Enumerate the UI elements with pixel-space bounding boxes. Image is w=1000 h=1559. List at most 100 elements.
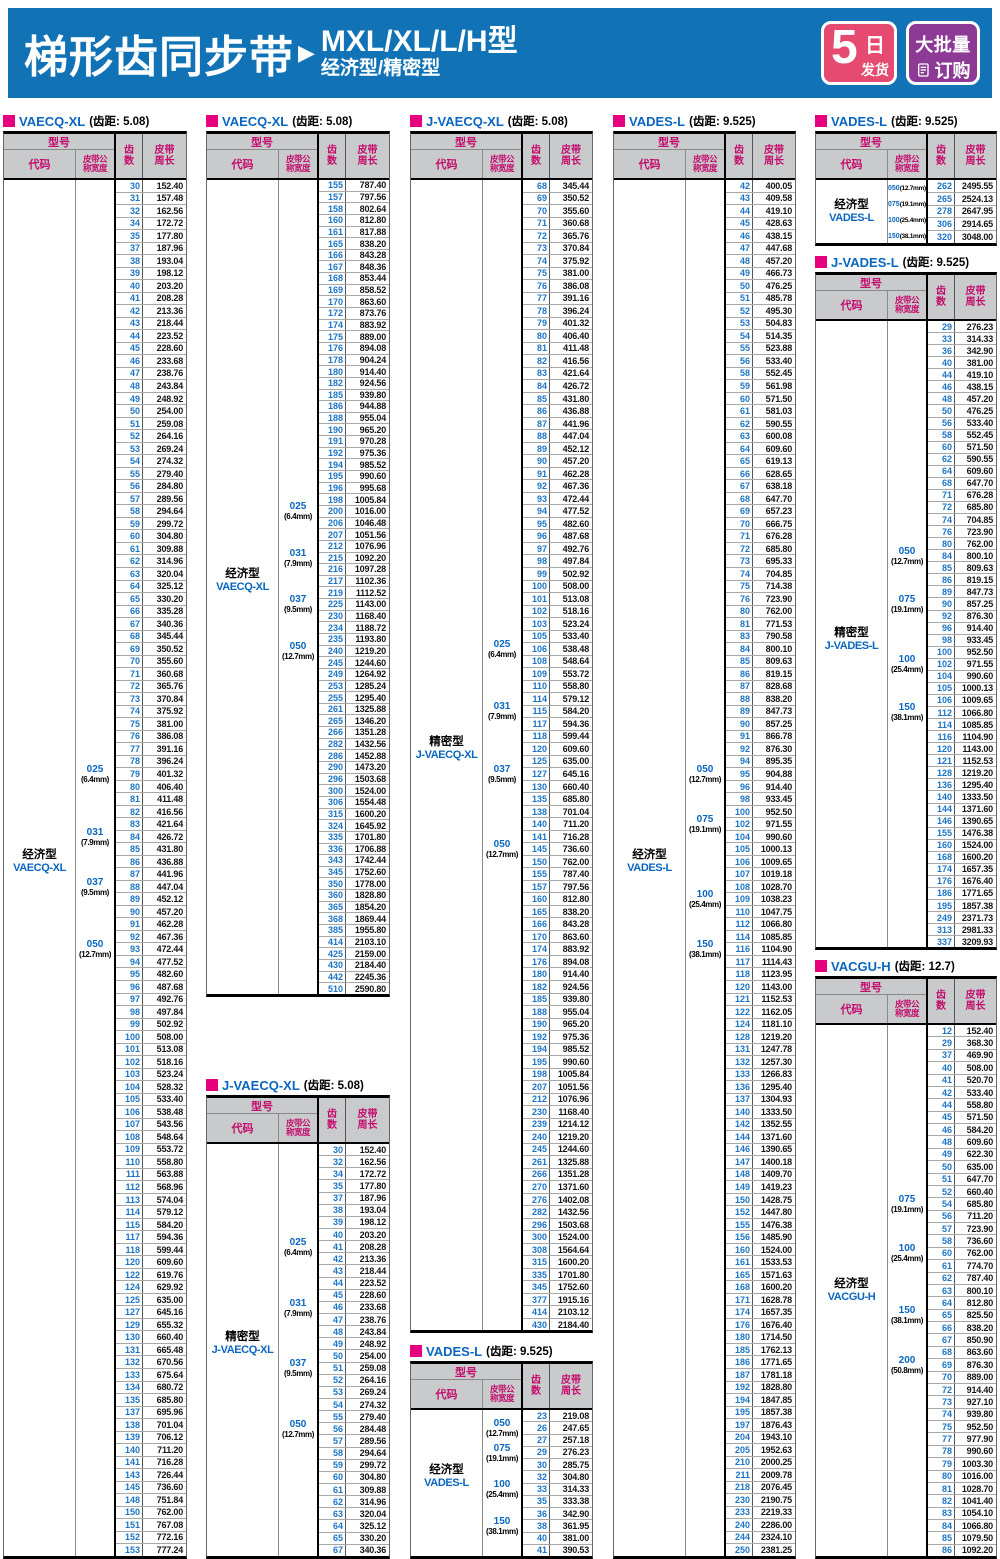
belt-row: 385 1955.80 xyxy=(319,925,389,937)
belt-length: 1092.20 xyxy=(954,1544,996,1557)
belt-row: 38 361.95 xyxy=(523,1520,592,1533)
tooth-count: 86 xyxy=(941,1545,952,1556)
table-box: 型号 代码 皮带公 称宽度齿数皮带 周长 精密型 J-VAECQ-XL 025 (6.4mm) 0… xyxy=(206,1095,390,1559)
family-type-label: 精密型 J-VAECQ-XL xyxy=(411,736,482,762)
belt-row: 86 436.88 xyxy=(523,405,592,418)
belt-length: 1325.88 xyxy=(549,1156,592,1168)
tooth-count: 37 xyxy=(129,243,140,254)
width-spec-label: 025 (6.4mm) xyxy=(279,501,317,521)
tooth-count: 48 xyxy=(941,1137,952,1148)
tooth-count: 240 xyxy=(531,1131,547,1142)
belt-length: 635.00 xyxy=(142,1293,186,1306)
belt-length: 203.20 xyxy=(142,280,186,292)
tooth-count: 32 xyxy=(536,1471,547,1482)
tooth-count: 249 xyxy=(936,912,952,923)
width-code: 050 xyxy=(888,185,900,193)
belt-row: 155 1476.38 xyxy=(928,827,996,840)
belt-length: 1016.00 xyxy=(954,1470,996,1482)
belt-row: 157 797.56 xyxy=(523,880,592,894)
tooth-count: 87 xyxy=(536,418,547,429)
tooth-count: 117 xyxy=(735,956,750,967)
tooth-count: 74 xyxy=(941,514,952,525)
belt-row: 60 571.50 xyxy=(928,441,996,454)
table-pitch: (齿距: 5.08) xyxy=(303,1080,364,1092)
tooth-count: 158 xyxy=(327,203,343,214)
tooth-count: 84 xyxy=(129,831,140,842)
belt-row: 42 533.40 xyxy=(928,1086,996,1100)
belt-row: 92 876.30 xyxy=(928,610,996,623)
belt-length: 599.44 xyxy=(142,1243,186,1256)
tooth-count: 233 xyxy=(734,1507,750,1518)
tooth-count: 71 xyxy=(941,490,952,501)
tooth-count: 155 xyxy=(327,180,343,191)
belt-row: 73 927.10 xyxy=(928,1396,996,1409)
tooth-count: 276 xyxy=(531,1194,547,1205)
tooth-count: 161 xyxy=(327,226,343,237)
spec-table-vacgu_h: VACGU-H (齿距: 12.7) 型号 代码 皮带公 称宽度齿数皮带 周长 经济型 VACG… xyxy=(815,956,997,1559)
belt-length: 1524.00 xyxy=(345,785,389,796)
belt-row: 60 304.80 xyxy=(319,1471,389,1484)
belt-row: 59 299.72 xyxy=(319,1459,389,1472)
belt-length: 1533.53 xyxy=(752,1256,795,1268)
belt-length: 1943.10 xyxy=(752,1431,795,1444)
table-box: 型号 代码 皮带公 称宽度齿数皮带 周长 经济型 VACGU-H 075 (19.1mm) 100… xyxy=(815,976,997,1559)
tooth-count: 96 xyxy=(739,781,750,792)
belt-row: 36 342.90 xyxy=(928,345,996,358)
belt-row: 130 660.40 xyxy=(523,780,592,794)
belt-length: 2103.12 xyxy=(549,1306,592,1318)
belt-row: 78 396.24 xyxy=(523,305,592,318)
belt-length: 817.88 xyxy=(345,226,389,238)
belt-length: 492.76 xyxy=(142,993,186,1006)
belt-length: 247.65 xyxy=(549,1422,592,1434)
belt-length: 800.10 xyxy=(954,550,996,562)
width-code: 050 xyxy=(898,545,916,557)
belt-row: 98 497.84 xyxy=(116,1006,186,1019)
belt-length: 1325.88 xyxy=(345,703,389,715)
width-column: 025 (6.4mm) 031 (7.9mm) 037 (9.5mm) 050 (12.7mm… xyxy=(76,180,114,1556)
tooth-count: 50 xyxy=(332,1350,343,1361)
tooth-count: 215 xyxy=(327,552,343,563)
tooth-count: 53 xyxy=(129,443,140,454)
belt-row: 35 177.80 xyxy=(116,230,186,243)
belt-length: 645.16 xyxy=(142,1306,186,1318)
belt-row: 151 767.08 xyxy=(116,1519,186,1532)
section-marker-icon xyxy=(815,960,827,972)
tooth-count: 53 xyxy=(332,1387,343,1398)
belt-row: 102 971.55 xyxy=(928,658,996,671)
tooth-count: 94 xyxy=(129,956,140,967)
belt-row: 92 467.36 xyxy=(523,480,592,493)
tooth-count: 92 xyxy=(536,481,547,492)
tooth-count: 57 xyxy=(129,493,140,504)
belt-row: 61 774.70 xyxy=(928,1260,996,1273)
belt-length: 895.35 xyxy=(752,755,795,768)
tooth-count: 70 xyxy=(536,205,547,216)
width-mm: (6.4mm) xyxy=(284,1248,312,1257)
tooth-count: 89 xyxy=(129,894,140,905)
tooth-count: 230 xyxy=(531,1106,547,1117)
belt-length: 1771.65 xyxy=(954,887,996,899)
belt-length: 1162.05 xyxy=(752,1006,795,1018)
width-mm: (9.5mm) xyxy=(284,1369,312,1379)
belt-length: 1181.10 xyxy=(752,1018,795,1031)
belt-length: 320.04 xyxy=(142,567,186,580)
table-model-name: VAECQ-XL xyxy=(222,113,289,129)
tooth-count: 100 xyxy=(531,581,547,592)
tooth-count: 200 xyxy=(327,506,343,517)
belt-length: 660.40 xyxy=(549,780,592,793)
belt-row: 93 472.44 xyxy=(116,943,186,956)
belt-length: 914.40 xyxy=(549,968,592,980)
belt-length: 990.60 xyxy=(549,1056,592,1068)
belt-length: 787.40 xyxy=(954,1272,996,1284)
belt-row: 135 685.80 xyxy=(523,793,592,806)
header-teeth-line: 数 xyxy=(936,1001,946,1012)
belt-row: 65 825.50 xyxy=(928,1309,996,1322)
belt-length: 990.60 xyxy=(954,1445,996,1458)
tooth-count: 83 xyxy=(129,819,140,830)
ship-days-badge: 5 日 发货 xyxy=(821,21,897,85)
belt-row: 140 1333.50 xyxy=(726,1106,795,1119)
tooth-count: 118 xyxy=(735,969,750,980)
tooth-count: 46 xyxy=(332,1302,343,1313)
tooth-count: 144 xyxy=(734,1131,750,1142)
belt-length: 1752.60 xyxy=(345,866,389,878)
